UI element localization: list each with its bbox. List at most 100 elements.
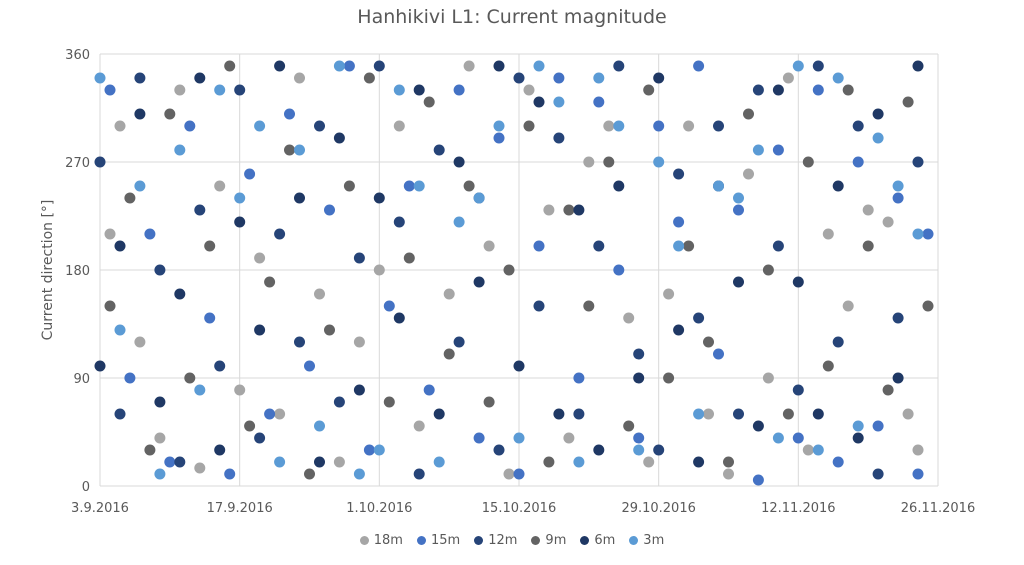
data-point-6m: [852, 432, 864, 444]
data-point-9m: [543, 456, 555, 468]
data-point-15m: [124, 372, 136, 384]
data-point-9m: [882, 384, 894, 396]
legend-marker: [416, 536, 426, 545]
data-point-9m: [363, 72, 375, 84]
data-point-9m: [683, 240, 695, 252]
data-point-18m: [114, 120, 126, 132]
data-point-6m: [393, 312, 405, 324]
data-point-9m: [403, 252, 415, 264]
data-point-6m: [513, 360, 525, 372]
data-point-18m: [373, 264, 385, 276]
data-point-9m: [822, 360, 834, 372]
data-point-6m: [593, 444, 605, 456]
data-point-3m: [274, 456, 286, 468]
data-point-12m: [533, 300, 545, 312]
legend-item-3m: 3m: [629, 533, 664, 548]
data-point-9m: [184, 372, 196, 384]
legend-label: 6m: [594, 533, 616, 548]
y-tick-label: 360: [65, 48, 90, 63]
data-point-18m: [743, 168, 754, 180]
data-point-3m: [234, 192, 246, 204]
data-point-3m: [533, 60, 545, 72]
data-point-6m: [812, 408, 824, 420]
data-point-3m: [573, 456, 585, 468]
data-point-9m: [802, 156, 814, 168]
data-point-9m: [762, 264, 774, 276]
data-point-3m: [433, 456, 445, 468]
legend-item-9m: 9m: [531, 533, 566, 548]
data-point-6m: [653, 72, 665, 84]
data-point-12m: [234, 84, 246, 96]
legend: 18m 15m 12m 9m 6m 3m: [0, 533, 1024, 548]
data-point-12m: [194, 204, 206, 216]
data-point-3m: [373, 444, 385, 456]
legend-marker: [474, 536, 484, 545]
data-point-18m: [643, 456, 655, 468]
data-point-15m: [733, 204, 744, 216]
legend-label: 9m: [545, 533, 567, 548]
data-point-18m: [314, 288, 325, 300]
data-point-15m: [832, 456, 844, 468]
data-point-9m: [443, 348, 455, 360]
y-tick-label: 90: [73, 372, 90, 387]
y-axis-title: Current direction [°]: [40, 200, 56, 341]
data-point-15m: [104, 84, 116, 96]
data-point-3m: [733, 192, 744, 204]
data-point-3m: [852, 420, 864, 432]
data-point-15m: [772, 144, 784, 156]
data-point-15m: [453, 84, 465, 96]
grid: [99, 53, 939, 487]
x-tick-label: 15.10.2016: [482, 501, 556, 516]
data-point-12m: [413, 468, 425, 480]
data-point-18m: [723, 468, 734, 480]
data-point-15m: [493, 132, 505, 144]
data-point-3m: [912, 228, 924, 240]
data-point-12m: [393, 216, 405, 228]
data-point-15m: [533, 240, 545, 252]
data-point-9m: [842, 84, 854, 96]
data-point-15m: [673, 216, 685, 228]
data-point-3m: [693, 408, 705, 420]
data-point-6m: [214, 444, 226, 456]
legend-marker: [580, 536, 590, 545]
data-point-6m: [693, 456, 705, 468]
data-point-12m: [294, 336, 305, 348]
data-point-6m: [194, 72, 206, 84]
data-point-9m: [204, 240, 216, 252]
data-point-3m: [194, 384, 206, 396]
data-point-12m: [154, 264, 166, 276]
x-tick-labels: 3.9.2016 17.9.2016 1.10.2016 15.10.2016 29.1…: [71, 501, 975, 516]
data-point-3m: [114, 324, 126, 336]
data-point-12m: [493, 444, 505, 456]
data-point-6m: [772, 84, 784, 96]
data-point-18m: [802, 444, 814, 456]
data-point-18m: [443, 288, 455, 300]
data-point-3m: [653, 156, 665, 168]
data-point-9m: [663, 372, 675, 384]
data-point-18m: [503, 468, 515, 480]
data-point-6m: [832, 180, 844, 192]
data-point-12m: [274, 228, 286, 240]
data-point-3m: [134, 180, 146, 192]
data-point-9m: [104, 300, 116, 312]
legend-label: 12m: [488, 533, 518, 548]
data-point-15m: [403, 180, 415, 192]
data-point-18m: [294, 72, 305, 84]
data-point-18m: [862, 204, 874, 216]
data-point-15m: [264, 408, 276, 420]
data-point-6m: [234, 216, 246, 228]
data-point-18m: [104, 228, 116, 240]
data-point-18m: [393, 120, 405, 132]
data-point-9m: [623, 420, 635, 432]
data-point-18m: [762, 372, 774, 384]
data-point-15m: [324, 204, 335, 216]
data-point-15m: [892, 192, 904, 204]
data-point-15m: [244, 168, 256, 180]
data-point-18m: [902, 408, 914, 420]
data-point-18m: [603, 120, 615, 132]
data-point-3m: [633, 444, 645, 456]
data-point-18m: [234, 384, 246, 396]
data-point-3m: [673, 240, 685, 252]
data-point-6m: [134, 108, 146, 120]
data-point-15m: [423, 384, 435, 396]
